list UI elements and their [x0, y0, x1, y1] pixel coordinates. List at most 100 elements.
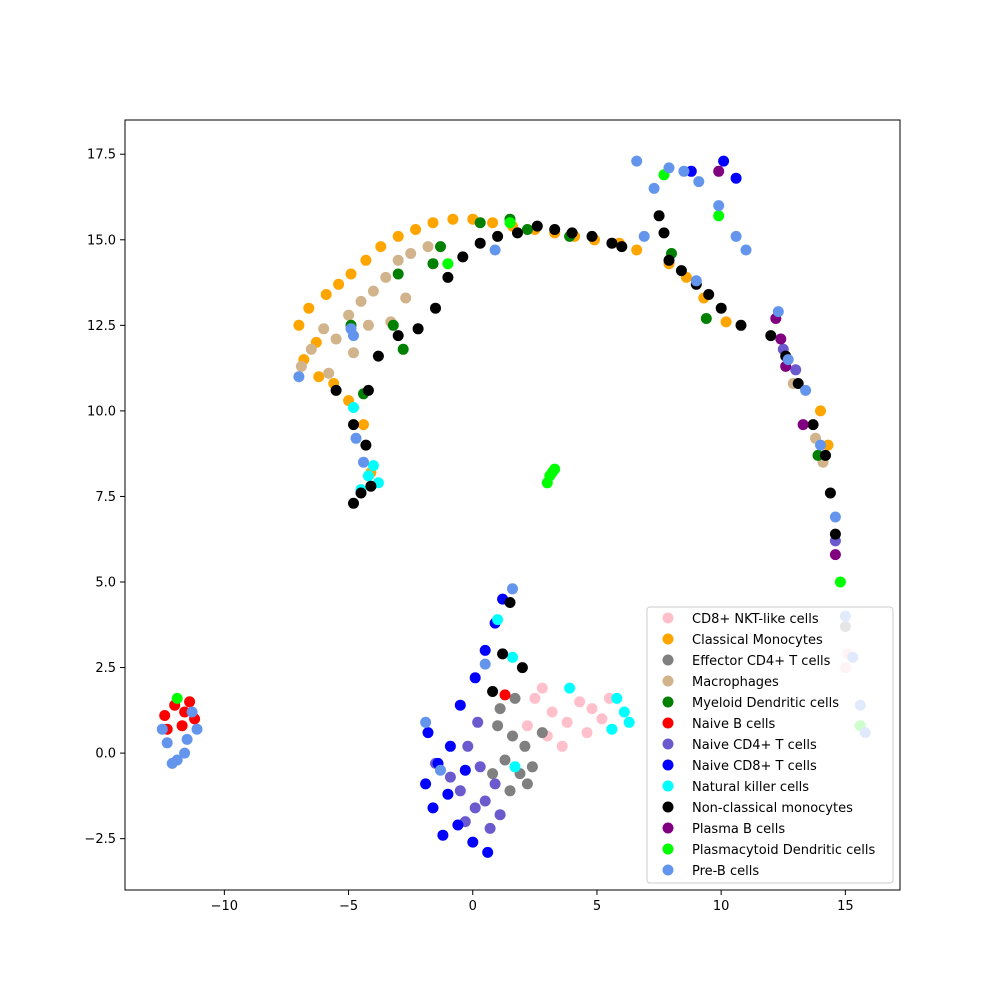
legend-label: Naive CD4+ T cells	[692, 738, 817, 753]
data-point	[516, 662, 528, 674]
data-point	[375, 241, 387, 253]
data-point	[509, 761, 521, 773]
data-point	[171, 692, 183, 704]
data-point	[718, 155, 730, 167]
data-point	[504, 597, 516, 608]
data-point	[348, 402, 359, 413]
data-point	[715, 302, 727, 314]
data-point	[479, 658, 491, 670]
data-point	[775, 333, 787, 345]
data-point	[442, 271, 454, 283]
y-tick-label: −2.5	[84, 832, 116, 847]
legend-label: Macrophages	[692, 675, 779, 690]
data-point	[564, 682, 576, 694]
data-point	[730, 172, 742, 184]
data-point	[355, 295, 367, 307]
legend-label: Non-classical monocytes	[692, 801, 853, 816]
legend-marker	[662, 696, 674, 708]
data-point	[815, 439, 826, 451]
data-point	[494, 703, 506, 715]
data-point	[509, 692, 521, 704]
data-point	[387, 319, 399, 331]
data-point	[452, 819, 464, 831]
data-point	[191, 723, 203, 735]
legend-marker	[662, 843, 674, 855]
data-point	[797, 419, 809, 431]
data-point	[444, 771, 456, 783]
data-point	[362, 470, 374, 482]
data-point	[454, 785, 466, 797]
data-point	[658, 227, 670, 239]
data-point	[482, 846, 494, 858]
axes-layer: −10 −5 0 5 10 15 −2.5 0.0 2.5 5.0 7.5 10.0 12.5 15.0 1…	[84, 148, 853, 914]
data-point	[469, 672, 481, 684]
data-point	[492, 230, 504, 242]
data-point	[499, 689, 511, 701]
data-point	[469, 802, 481, 814]
data-point	[815, 405, 826, 417]
legend-marker	[662, 612, 674, 624]
data-point	[487, 768, 499, 780]
data-point	[807, 419, 819, 431]
data-point	[678, 165, 690, 177]
data-point	[293, 319, 305, 331]
data-point	[693, 176, 705, 188]
data-point	[586, 703, 598, 715]
data-point	[422, 241, 434, 253]
data-point	[611, 692, 623, 704]
data-point	[536, 682, 548, 694]
data-point	[397, 343, 409, 355]
legend-label: Naive CD8+ T cells	[692, 759, 817, 774]
data-point	[623, 716, 635, 728]
data-point	[675, 265, 687, 277]
data-point	[606, 723, 618, 735]
data-point	[365, 480, 377, 492]
data-point	[159, 710, 171, 721]
data-point	[447, 213, 459, 225]
data-point	[166, 757, 178, 769]
data-point	[176, 720, 188, 732]
data-point	[581, 727, 593, 739]
legend-label: Plasmacytoid Dendritic cells	[692, 843, 876, 858]
data-point	[348, 419, 359, 431]
data-point	[521, 720, 533, 732]
data-point	[735, 319, 747, 331]
data-point	[720, 316, 732, 328]
data-point	[323, 367, 335, 379]
data-point	[295, 360, 307, 372]
data-point	[348, 347, 359, 359]
legend-marker	[662, 675, 674, 687]
legend-marker	[662, 759, 674, 771]
data-point	[427, 217, 439, 229]
data-point	[782, 354, 794, 366]
data-point	[362, 319, 374, 331]
data-point	[492, 614, 504, 626]
y-tick-label: 2.5	[95, 661, 116, 676]
legend-label: Natural killer cells	[692, 780, 809, 795]
data-point	[507, 651, 518, 663]
data-point	[484, 822, 496, 834]
data-point	[586, 230, 598, 242]
legend-marker	[662, 717, 674, 729]
data-point	[420, 778, 432, 790]
data-point	[556, 740, 568, 752]
data-point	[360, 254, 372, 266]
y-tick-label: 7.5	[95, 490, 116, 505]
data-point	[507, 730, 518, 742]
y-tick-label: 17.5	[87, 148, 116, 163]
data-point	[457, 251, 469, 263]
data-point	[437, 829, 449, 841]
data-point	[648, 182, 660, 194]
data-point	[529, 692, 541, 704]
data-point	[467, 836, 479, 848]
data-point	[499, 754, 511, 766]
data-point	[549, 463, 561, 475]
y-tick-label: 12.5	[87, 319, 116, 334]
legend-marker	[662, 864, 674, 876]
data-point	[504, 785, 516, 797]
data-point	[330, 384, 342, 396]
x-tick-label: 10	[713, 899, 730, 914]
data-point	[713, 165, 725, 177]
data-point	[412, 323, 424, 335]
